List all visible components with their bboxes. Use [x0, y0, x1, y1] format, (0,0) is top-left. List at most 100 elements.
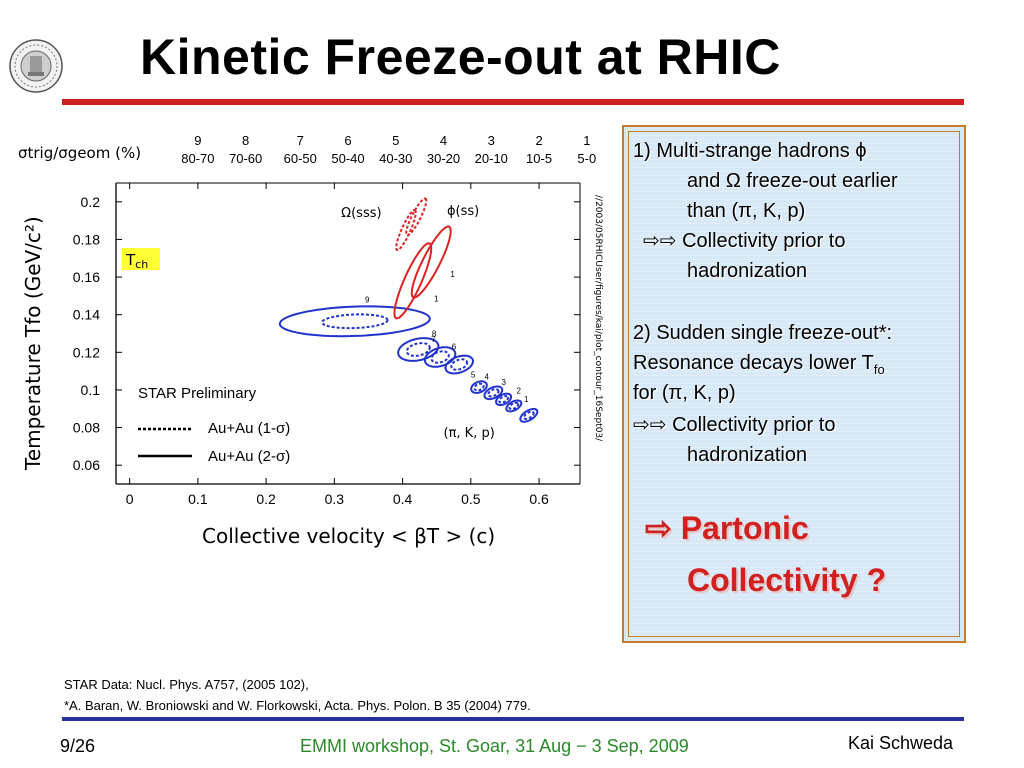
contour-label: 2 — [517, 387, 522, 396]
top-axis-bin: 6 — [344, 133, 351, 148]
chart-annotation: Ω(sss) — [341, 206, 381, 221]
contour-label: 9 — [365, 295, 370, 304]
x-tick-label: 0.5 — [461, 491, 481, 507]
x-tick-label: 0.4 — [393, 491, 413, 507]
summary-box: 1) Multi-strange hadrons ϕ and Ω freeze-… — [622, 125, 966, 643]
contour-2sigma — [470, 380, 488, 394]
chart-legend: STAR Preliminary Au+Au (1-σ) Au+Au (2-σ) — [138, 385, 290, 465]
contour-label: 3 — [502, 378, 507, 387]
point1-line2: and Ω freeze-out earlier — [687, 170, 898, 192]
freezeout-chart: 0.060.080.10.120.140.160.180.2 0 0.1 0.2 0.… — [18, 133, 603, 548]
contour-label: 8 — [432, 329, 437, 338]
y-axis-label: Temperature Tfo (GeV/c²) — [21, 216, 45, 471]
contour-label: 7 — [431, 335, 436, 344]
top-axis-range: 70-60 — [229, 151, 262, 166]
contour-label: 1 — [450, 270, 455, 279]
contour-1sigma — [395, 208, 417, 251]
contour-2sigma — [444, 354, 475, 375]
centrality-top-axis: 9 80-70 8 70-60 7 60-50 6 50-40 5 40-30 4 30-20 3 20-… — [181, 133, 596, 166]
university-seal-icon — [9, 39, 63, 93]
contour-label: 6 — [452, 342, 457, 351]
top-axis-range: 10-5 — [526, 151, 552, 166]
top-axis-range: 50-40 — [331, 151, 364, 166]
reference-baran: *A. Baran, W. Broniowski and W. Florkows… — [64, 698, 531, 713]
top-axis-bin: 1 — [583, 133, 590, 148]
conclusion-line1: ⇨ Partonic — [645, 510, 809, 546]
contour-1sigma — [498, 395, 510, 404]
contour-2sigma — [410, 225, 452, 299]
contour-2sigma — [483, 385, 504, 401]
top-axis-bin: 3 — [488, 133, 495, 148]
contour-1sigma — [321, 313, 389, 330]
contour-2sigma — [505, 399, 523, 413]
contour-2sigma — [278, 305, 431, 338]
footer-author: Kai Schweda — [848, 733, 954, 753]
page-number: 9/26 — [60, 736, 96, 756]
y-tick-label: 0.18 — [73, 231, 100, 247]
contour-2sigma — [423, 346, 457, 368]
contour-1sigma — [523, 410, 535, 420]
conclusion-line2: Collectivity ? — [687, 562, 887, 598]
y-tick-label: 0.16 — [73, 269, 100, 285]
title-underline — [62, 99, 964, 105]
top-axis-bin: 5 — [392, 133, 399, 148]
x-tick-label: 0.1 — [188, 491, 208, 507]
top-axis-range: 80-70 — [181, 151, 214, 166]
point2-line4: ⇨⇨ Collectivity prior to — [633, 414, 836, 436]
legend-title: STAR Preliminary — [138, 385, 257, 402]
y-tick-label: 0.06 — [73, 457, 100, 473]
legend-entry-2sigma: Au+Au (2-σ) — [208, 448, 290, 465]
legend-entry-1sigma: Au+Au (1-σ) — [208, 420, 290, 437]
y-tick-label: 0.08 — [73, 420, 100, 436]
top-axis-bin: 2 — [535, 133, 542, 148]
x-axis-label: Collective velocity < βT > (c) — [202, 524, 495, 548]
point2-line1: 2) Sudden single freeze-out*: — [633, 322, 893, 344]
top-axis-range: 30-20 — [427, 151, 460, 166]
point2-line5: hadronization — [687, 444, 808, 466]
point1-line4: ⇨⇨ Collectivity prior to — [643, 230, 846, 252]
contour-2sigma — [393, 242, 433, 320]
footer-rule — [62, 717, 964, 721]
point1-line5: hadronization — [687, 260, 808, 282]
contour-label: 1 — [524, 395, 529, 404]
x-axis-ticks: 0 0.1 0.2 0.3 0.4 0.5 0.6 — [126, 183, 549, 507]
footer-event: EMMI workshop, St. Goar, 31 Aug − 3 Sep,… — [300, 736, 689, 756]
top-axis-range: 5-0 — [577, 151, 596, 166]
top-axis-bin: 8 — [242, 133, 249, 148]
contour-2sigma — [397, 337, 440, 362]
tch-label: Tch — [125, 251, 148, 271]
contour-1sigma — [450, 358, 469, 371]
chart-axes — [115, 182, 581, 485]
point2-line2-sub: fo — [873, 362, 885, 377]
y-tick-label: 0.12 — [73, 344, 100, 360]
x-tick-label: 0.6 — [529, 491, 549, 507]
point1-line1: 1) Multi-strange hadrons ϕ — [633, 140, 867, 162]
summary-box-inner: 1) Multi-strange hadrons ϕ and Ω freeze-… — [628, 131, 960, 637]
y-tick-label: 0.1 — [81, 382, 101, 398]
contour-1sigma — [405, 342, 431, 357]
y-axis-ticks: 0.06 0.08 0.1 0.12 0.14 0.16 0.18 0.2 — [73, 194, 580, 473]
point2-line2: Resonance decays lower Tfo — [633, 348, 885, 385]
top-axis-range: 60-50 — [284, 151, 317, 166]
top-axis-label: σtrig/σgeom (%) — [18, 144, 141, 162]
x-tick-label: 0.3 — [325, 491, 345, 507]
point2-line3: for (π, K, p) — [633, 382, 736, 404]
top-axis-range: 40-30 — [379, 151, 412, 166]
y-tick-label: 0.14 — [73, 307, 100, 323]
top-axis-range: 20-10 — [475, 151, 508, 166]
x-tick-label: 0 — [126, 491, 134, 507]
tch-box — [122, 248, 160, 270]
point2-line2-text: Resonance decays lower T — [633, 352, 874, 374]
chart-annotation: (π, K, p) — [444, 426, 495, 441]
contour-label: 1 — [434, 295, 439, 304]
contour-1sigma — [405, 197, 428, 237]
contour-1sigma — [508, 401, 520, 411]
x-tick-label: 0.2 — [256, 491, 276, 507]
top-axis-bin: 7 — [297, 133, 304, 148]
contour-2sigma — [495, 392, 513, 406]
top-axis-bin: 9 — [194, 133, 201, 148]
contour-label: 4 — [484, 373, 489, 382]
figure-path-label: //2003/05RHICUser/figures/kai/plot_conto… — [593, 195, 603, 442]
y-tick-label: 0.2 — [81, 194, 101, 210]
chart-annotations: Ω(sss) ϕ(ss) (π, K, p) — [341, 204, 495, 441]
